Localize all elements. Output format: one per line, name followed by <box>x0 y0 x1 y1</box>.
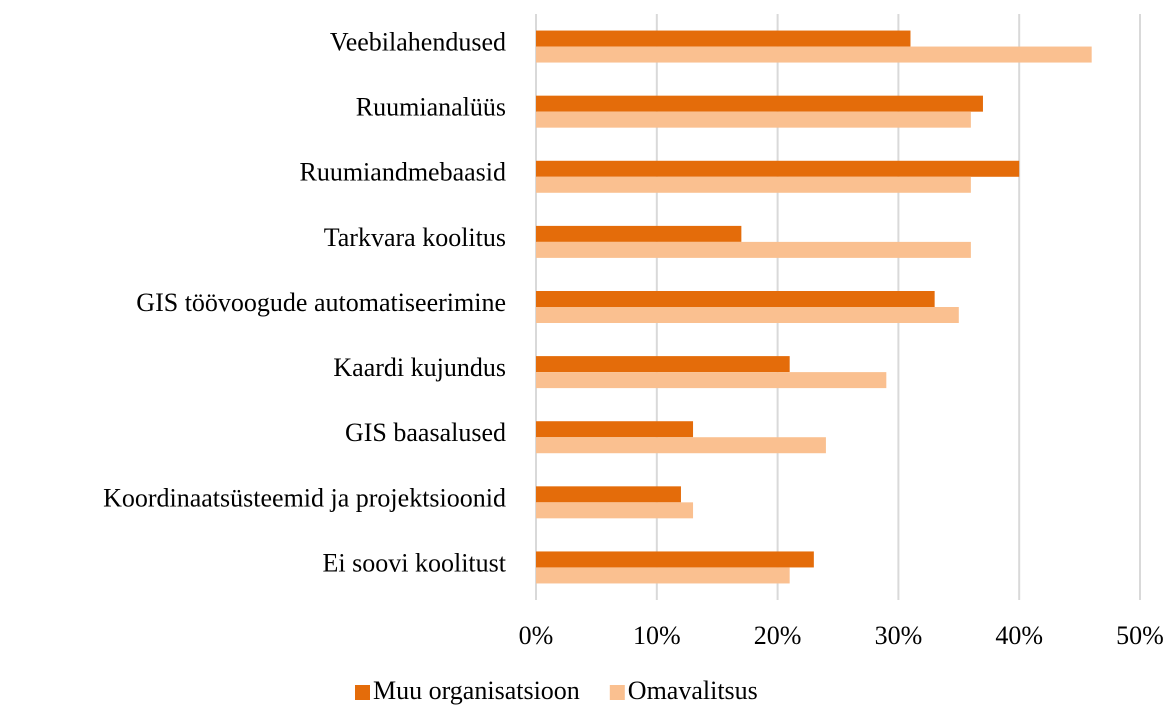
legend-swatch <box>355 685 370 700</box>
bar <box>536 551 814 568</box>
bar <box>536 307 959 323</box>
bar <box>536 241 971 258</box>
y-tick-label: Tarkvara koolitus <box>324 223 506 252</box>
x-tick-label: 10% <box>633 621 681 650</box>
bar <box>536 437 826 454</box>
y-tick-label: GIS baasalused <box>345 418 506 447</box>
x-tick-label: 50% <box>1116 621 1164 650</box>
y-tick-label: Veebilahendused <box>330 28 506 57</box>
x-tick-label: 30% <box>875 621 923 650</box>
x-tick-label: 20% <box>754 621 802 650</box>
bar <box>536 30 911 47</box>
x-tick-label: 0% <box>519 621 554 650</box>
y-tick-label: GIS töövoogude automatiseerimine <box>136 288 506 317</box>
y-tick-label: Koordinaatsüsteemid ja projektsioonid <box>103 483 506 512</box>
x-tick-label: 40% <box>995 621 1043 650</box>
bar <box>536 372 887 389</box>
y-tick-label: Ruumiandmebaasid <box>299 158 506 187</box>
bar <box>536 46 1092 63</box>
y-tick-label: Ei soovi koolitust <box>323 548 507 577</box>
bar <box>536 567 790 584</box>
legend-swatch <box>609 685 625 700</box>
legend-label: Omavalitsus <box>628 676 758 705</box>
bar <box>536 225 742 242</box>
bar <box>536 421 694 438</box>
bar <box>536 111 971 128</box>
bar <box>536 176 971 193</box>
y-tick-label: Ruumianalüüs <box>356 93 506 122</box>
bar <box>536 356 790 373</box>
bar <box>536 502 694 519</box>
legend-label: Muu organisatsioon <box>373 676 580 705</box>
bar <box>536 160 1020 177</box>
bar <box>536 291 935 307</box>
bar <box>536 486 681 503</box>
bar <box>536 95 983 112</box>
y-tick-label: Kaardi kujundus <box>333 353 506 382</box>
